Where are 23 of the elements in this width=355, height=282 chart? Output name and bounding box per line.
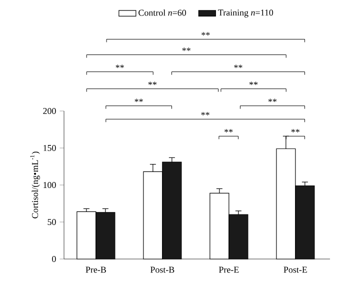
text: ** xyxy=(202,32,210,36)
text: ** xyxy=(268,98,277,102)
y-tick-label: 200 xyxy=(43,108,56,114)
legend-label: Training n=110 xyxy=(218,10,274,18)
y-tick-label: 50 xyxy=(48,218,56,226)
y-axis-title: Cortisol/(ng•mL$^{-1}$) xyxy=(30,152,40,218)
x-tick-label: Post-E xyxy=(284,266,307,273)
text: ** xyxy=(234,64,242,68)
annotation: ** xyxy=(224,129,233,132)
x-tick-label: Post-B xyxy=(150,266,174,273)
y-tick-label: 150 xyxy=(44,144,56,152)
x-tick-label: Pre-E xyxy=(218,266,239,273)
text: ** xyxy=(249,82,258,86)
x-tick-label: Pre-B xyxy=(86,266,106,273)
y-tick-label: 100 xyxy=(44,182,56,188)
annotation: ** xyxy=(291,129,300,132)
y-tick-label: 0 xyxy=(52,256,56,262)
text: ** xyxy=(134,98,143,102)
text: ** xyxy=(116,64,124,68)
text: ** xyxy=(148,82,157,86)
legend-label: Control n=60 xyxy=(138,9,186,16)
annotation: ** xyxy=(201,112,210,116)
text: ** xyxy=(182,48,190,51)
